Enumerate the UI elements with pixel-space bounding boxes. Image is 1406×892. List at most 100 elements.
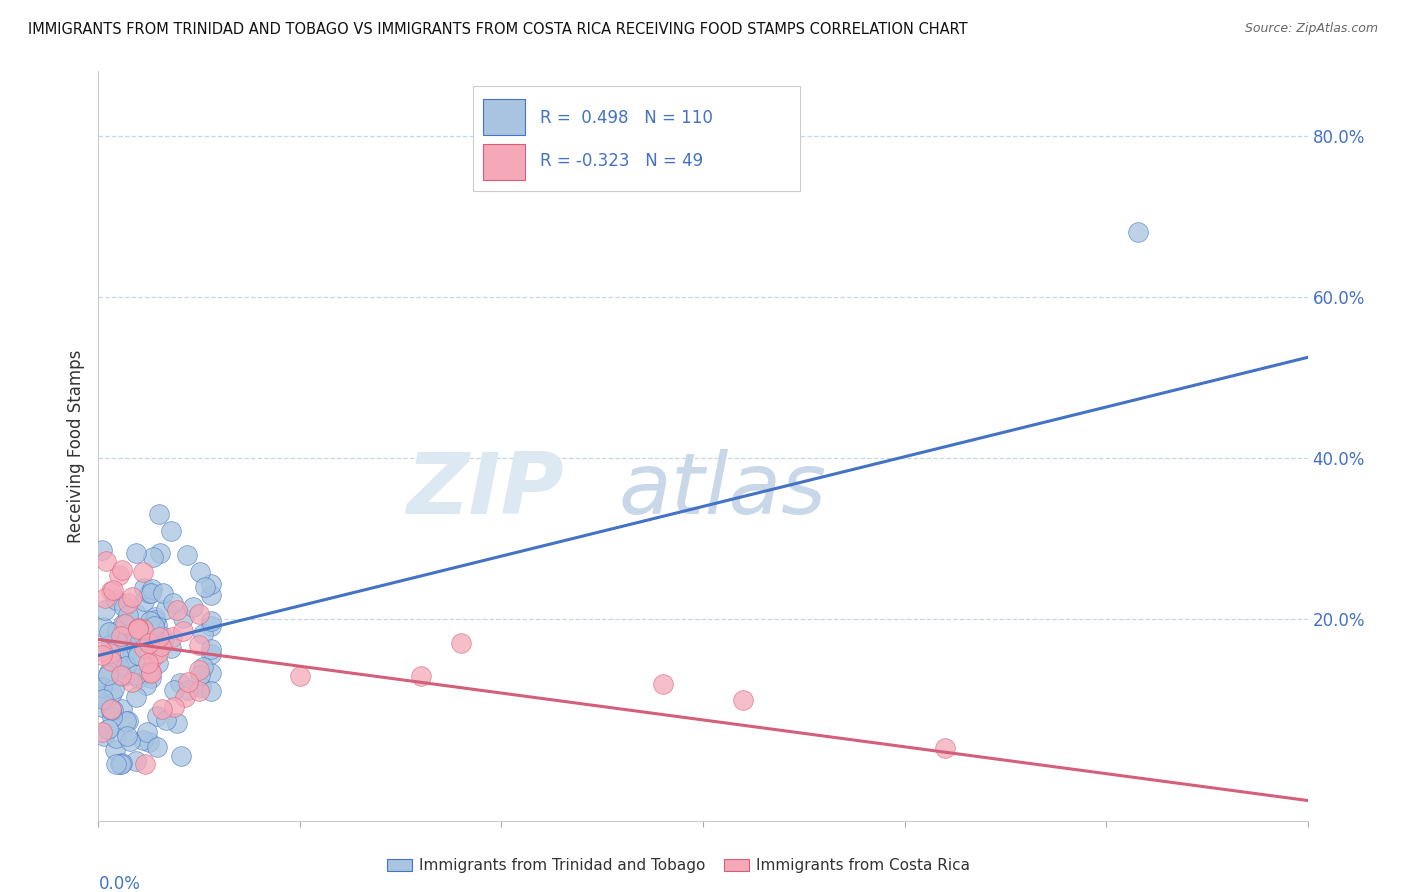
Point — [100, 652, 122, 666]
Point — [142, 549, 165, 564]
Point — [200, 647, 222, 661]
Point — [105, 757, 128, 772]
Point — [146, 617, 169, 632]
Point — [146, 740, 169, 755]
Point — [188, 638, 211, 652]
Point — [115, 714, 138, 728]
Point — [125, 754, 148, 768]
Point — [148, 634, 170, 648]
Point — [138, 636, 160, 650]
FancyBboxPatch shape — [474, 87, 800, 191]
Point — [143, 610, 166, 624]
Point — [115, 729, 138, 743]
Point — [91, 725, 114, 739]
Point — [110, 757, 132, 772]
Point — [200, 642, 222, 657]
Point — [110, 669, 132, 683]
Point — [100, 636, 122, 650]
Point — [127, 622, 149, 636]
Point — [146, 646, 169, 660]
Point — [100, 654, 122, 668]
Point — [152, 635, 174, 649]
Text: IMMIGRANTS FROM TRINIDAD AND TOBAGO VS IMMIGRANTS FROM COSTA RICA RECEIVING FOOD: IMMIGRANTS FROM TRINIDAD AND TOBAGO VS I… — [28, 22, 967, 37]
Point — [132, 565, 155, 579]
Point — [160, 640, 183, 655]
Text: Immigrants from Trinidad and Tobago: Immigrants from Trinidad and Tobago — [419, 858, 706, 872]
Point — [121, 675, 143, 690]
Point — [107, 648, 129, 662]
Point — [177, 683, 200, 698]
Point — [193, 626, 215, 640]
Point — [124, 546, 146, 560]
Point — [101, 703, 124, 717]
Point — [450, 636, 472, 650]
Point — [172, 611, 194, 625]
Point — [139, 666, 162, 681]
Text: R = -0.323   N = 49: R = -0.323 N = 49 — [540, 153, 703, 170]
Point — [117, 596, 139, 610]
Point — [98, 665, 121, 680]
Point — [200, 619, 222, 633]
Point — [91, 644, 114, 658]
Point — [97, 624, 120, 639]
Point — [288, 668, 311, 682]
Point — [152, 586, 174, 600]
Point — [114, 617, 136, 632]
Text: Immigrants from Costa Rica: Immigrants from Costa Rica — [756, 858, 970, 872]
Point — [101, 710, 124, 724]
Point — [136, 656, 159, 670]
Point — [112, 599, 135, 614]
Point — [91, 681, 114, 696]
Point — [94, 603, 117, 617]
Point — [163, 683, 186, 698]
Point — [110, 757, 132, 772]
Point — [100, 703, 122, 717]
Point — [91, 648, 114, 663]
Point — [108, 659, 131, 673]
Point — [177, 675, 200, 690]
Bar — [482, 144, 526, 180]
Point — [200, 615, 222, 629]
Point — [117, 714, 139, 728]
Point — [110, 667, 132, 681]
Point — [120, 733, 142, 747]
Point — [110, 629, 132, 643]
Point — [100, 702, 122, 716]
Point — [162, 595, 184, 609]
Point — [146, 656, 169, 670]
Point — [125, 667, 148, 681]
Point — [138, 586, 160, 600]
Point — [188, 663, 211, 677]
Point — [172, 624, 194, 638]
Point — [101, 686, 124, 700]
Point — [108, 567, 131, 582]
Point — [651, 676, 673, 690]
Point — [200, 589, 222, 603]
Text: 0.0%: 0.0% — [98, 874, 141, 892]
Point — [190, 680, 212, 694]
Point — [150, 628, 173, 642]
Point — [125, 607, 148, 621]
Point — [125, 633, 148, 648]
Point — [141, 582, 163, 597]
Point — [143, 619, 166, 633]
Point — [176, 548, 198, 562]
Point — [188, 566, 211, 580]
Point — [132, 581, 155, 595]
Point — [91, 691, 114, 706]
Point — [143, 613, 166, 627]
Point — [120, 641, 142, 656]
Point — [105, 634, 128, 648]
Point — [142, 650, 165, 665]
Point — [129, 633, 152, 648]
Point — [200, 683, 222, 698]
Point — [104, 743, 127, 757]
Point — [135, 678, 157, 692]
Point — [169, 676, 191, 690]
Point — [91, 680, 114, 694]
Point — [91, 620, 114, 634]
Point — [139, 671, 162, 685]
Point — [127, 648, 149, 662]
Text: R =  0.498   N = 110: R = 0.498 N = 110 — [540, 109, 713, 127]
Point — [163, 699, 186, 714]
